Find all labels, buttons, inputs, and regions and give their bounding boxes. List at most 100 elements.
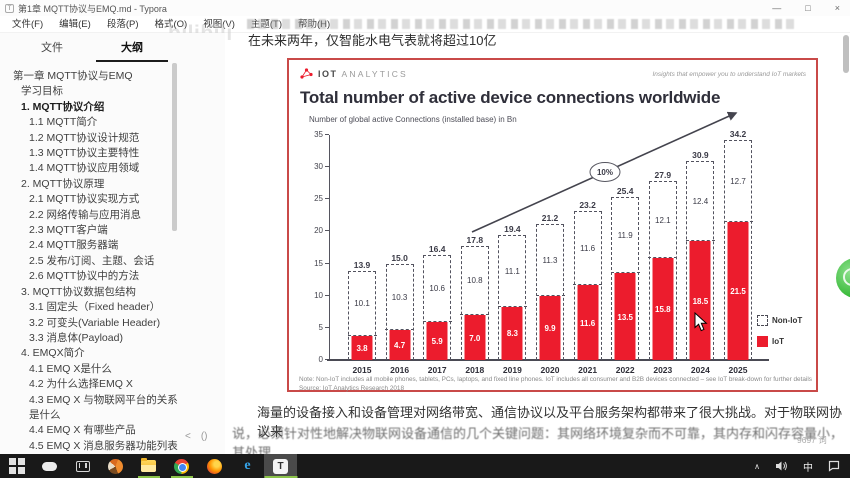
bar-group-2019: 19.4 11.1 8.3 2019 xyxy=(497,224,527,375)
action-center-icon[interactable] xyxy=(828,460,840,472)
minimize-button[interactable]: — xyxy=(772,3,782,13)
outline-item[interactable]: 第一章 MQTT协议与EMQ xyxy=(13,70,133,82)
outline-item[interactable]: 3.2 可变头(Variable Header) xyxy=(29,316,161,329)
maximize-button[interactable]: □ xyxy=(805,3,811,13)
outline-item[interactable]: 4.4 EMQ X 有哪些产品 xyxy=(29,424,136,437)
outline-item[interactable]: 2.6 MQTT协议中的方法 xyxy=(29,270,140,283)
year-label: 2025 xyxy=(728,365,748,375)
menu-item[interactable]: 编辑(E) xyxy=(59,18,91,30)
floating-widget[interactable] xyxy=(836,258,850,298)
menu-item[interactable]: 文件(F) xyxy=(12,18,44,30)
taskbar-button-sogou-browser[interactable] xyxy=(99,454,132,478)
outline-item[interactable]: 4.1 EMQ X是什么 xyxy=(29,362,112,375)
iot-bar xyxy=(689,241,711,360)
chrome-icon xyxy=(174,458,189,474)
taskbar-button-task-view[interactable] xyxy=(66,454,99,478)
bar-group-2017: 16.4 10.6 5.9 2017 xyxy=(422,244,452,375)
menu-item[interactable]: 视图(V) xyxy=(203,18,235,30)
clipped-text-line xyxy=(247,19,795,29)
mouse-cursor xyxy=(694,312,708,332)
bar-segment-divider xyxy=(610,272,640,274)
close-button[interactable]: × xyxy=(834,3,840,13)
outline-item[interactable]: 4.5 EMQ X 消息服务器功能列表 xyxy=(29,439,178,452)
menu-bar: 文件(F) 编辑(E) 段落(P) 格式(O) 视图(V) 主题(T) 帮助(H) xyxy=(0,16,850,33)
outline-item[interactable]: 4. EMQX简介 xyxy=(21,347,85,360)
taskbar-button-start[interactable] xyxy=(0,454,33,478)
taskbar-button-edge[interactable]: e xyxy=(231,454,264,478)
outline-item[interactable]: 4.3 EMQ X 与物联网平台的关系是什么 xyxy=(29,393,178,421)
iot-swatch-icon xyxy=(757,336,768,347)
outline-item[interactable]: 1.2 MQTT协议设计规范 xyxy=(29,131,140,144)
window-controls: — □ × xyxy=(772,0,840,16)
tab-files[interactable]: 文件 xyxy=(41,42,63,54)
bar-segment-divider xyxy=(573,284,603,286)
iot-bar xyxy=(614,273,636,360)
total-value-label: 21.2 xyxy=(541,212,559,223)
iot-value-label: 11.6 xyxy=(580,318,596,328)
iot-value-label: 7.0 xyxy=(469,333,481,343)
task-view-icon xyxy=(75,460,90,472)
taskbar-button-file-explorer[interactable] xyxy=(132,454,165,478)
non-iot-value-label: 10.1 xyxy=(354,299,370,309)
menu-item[interactable]: 段落(P) xyxy=(106,18,139,30)
outline-item[interactable]: 3.1 固定头（Fixed header） xyxy=(29,301,161,314)
sidebar-scrollbar[interactable] xyxy=(172,63,177,231)
outline-item[interactable]: 2.5 发布/订阅、主题、会话 xyxy=(29,254,155,267)
brand-tagline: Insights that empower you to understand … xyxy=(652,71,806,78)
y-axis-tick: 20 xyxy=(314,226,329,235)
iot-analytics-logo-icon xyxy=(300,68,313,79)
tab-outline[interactable]: 大纲 xyxy=(96,39,168,62)
tray-expand-icon[interactable]: ∧ xyxy=(754,461,760,471)
outline-item[interactable]: 3. MQTT协议数据包结构 xyxy=(21,285,136,298)
running-indicator xyxy=(137,476,160,478)
menu-item[interactable]: 格式(O) xyxy=(154,18,188,30)
editor-scrollbar[interactable] xyxy=(843,35,849,73)
outline-item[interactable]: 1. MQTT协议介绍 xyxy=(21,100,105,113)
outline-item[interactable]: 2. MQTT协议原理 xyxy=(21,177,105,190)
outline-item[interactable]: 1.3 MQTT协议主要特性 xyxy=(29,147,140,160)
outline-item[interactable]: 2.3 MQTT客户端 xyxy=(29,224,108,237)
outline-item[interactable]: 学习目标 xyxy=(21,85,63,98)
source-mode-icon[interactable]: () xyxy=(200,431,208,442)
menu-item[interactable]: 主题(T) xyxy=(250,18,283,30)
bar-segment-divider xyxy=(535,295,565,297)
outline-item[interactable]: 3.3 消息体(Payload) xyxy=(29,331,123,344)
year-label: 2020 xyxy=(540,365,560,375)
collapse-sidebar-icon[interactable]: < xyxy=(185,431,191,442)
file-explorer-icon xyxy=(141,458,156,472)
non-iot-value-label: 11.6 xyxy=(580,244,596,254)
chart-image[interactable]: IOT ANALYTICS Insights that empower you … xyxy=(287,58,818,392)
legend-non-iot: Non-IoT xyxy=(757,315,802,326)
chart-subtitle: Number of global active Connections (ins… xyxy=(309,115,517,124)
iot-value-label: 13.5 xyxy=(617,312,633,322)
taskbar-button-firefox[interactable] xyxy=(198,454,231,478)
outline-item[interactable]: 2.1 MQTT协议实现方式 xyxy=(29,193,140,206)
doc-paragraph-line1[interactable]: 海量的设备接入和设备管理对网络带宽、通信协议以及平台服务架构都带来了很大挑战。对… xyxy=(257,405,843,439)
non-iot-value-label: 12.4 xyxy=(692,197,709,207)
y-axis-tick: 35 xyxy=(314,130,329,139)
ime-indicator[interactable]: 中 xyxy=(803,462,813,474)
iot-value-label: 21.5 xyxy=(730,286,746,296)
year-label: 2022 xyxy=(615,365,635,375)
outline-item[interactable]: 1.4 MQTT协议应用领域 xyxy=(29,162,140,175)
doc-intro-line[interactable]: 在未来两年，仅智能水电气表就将超过10亿 xyxy=(248,33,497,48)
volume-icon[interactable] xyxy=(775,460,788,472)
outline-item[interactable]: 1.1 MQTT简介 xyxy=(29,116,98,129)
bar-segment-divider xyxy=(347,334,377,336)
brand-word-analytics: ANALYTICS xyxy=(341,68,408,79)
taskbar-button-chrome[interactable] xyxy=(165,454,198,478)
taskbar-button-typora[interactable]: T xyxy=(264,454,297,478)
non-iot-value-label: 10.6 xyxy=(429,284,445,294)
iot-bar xyxy=(426,322,448,360)
outline-item[interactable]: 2.4 MQTT服务器端 xyxy=(29,239,119,252)
taskbar-button-search[interactable] xyxy=(33,454,66,478)
outline-item[interactable]: 4.2 为什么选择EMQ X xyxy=(29,378,133,391)
bar-group-2021: 23.2 11.6 11.6 2021 xyxy=(573,200,603,375)
outline-item[interactable]: 2.2 网络传输与应用消息 xyxy=(29,208,142,221)
iot-value-label: 18.5 xyxy=(692,296,709,306)
running-indicator xyxy=(264,476,297,478)
menu-item[interactable]: 帮助(H) xyxy=(298,18,331,30)
bar-group-2018: 17.8 10.8 7.0 2018 xyxy=(460,235,490,375)
